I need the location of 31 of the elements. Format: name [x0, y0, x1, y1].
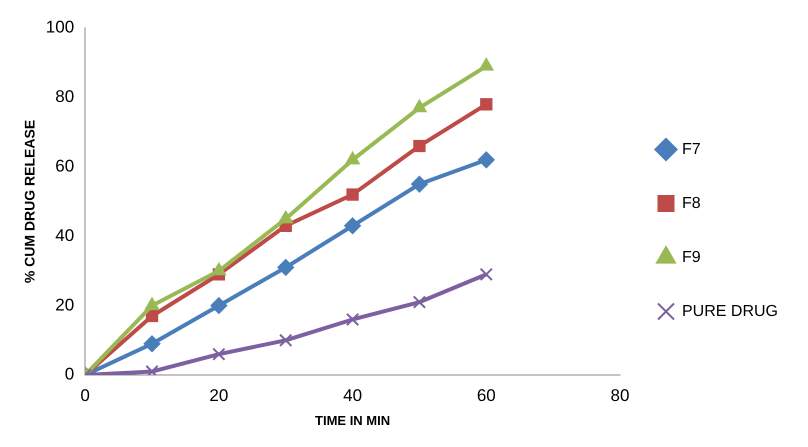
y-tick-label: 0: [64, 364, 74, 384]
point: [413, 140, 426, 152]
y-tick-label: 60: [55, 156, 74, 176]
point: [210, 297, 228, 314]
x-tick-label: 0: [80, 386, 90, 405]
x-tick-label: 80: [610, 386, 630, 405]
legend-label: F8: [682, 194, 701, 212]
point: [410, 176, 428, 193]
point: [279, 334, 292, 347]
point: [478, 151, 495, 168]
y-tick-label: 40: [55, 226, 74, 245]
y-tick-label: 20: [55, 295, 74, 314]
x-tick-label: 20: [209, 386, 228, 405]
y-tick-label: 100: [46, 18, 74, 37]
point: [480, 98, 492, 110]
x-tick-label: 40: [343, 386, 362, 405]
y-axis-title: % CUM DRUG RELEASE: [21, 120, 38, 284]
point: [346, 312, 360, 326]
legend-label: PURE DRUG: [682, 302, 778, 320]
x-tick-label: 60: [476, 386, 496, 405]
point: [412, 295, 426, 309]
point: [144, 335, 161, 352]
point: [344, 217, 362, 234]
point: [346, 188, 359, 201]
point: [212, 348, 226, 361]
point: [480, 268, 493, 282]
legend-label: F9: [682, 248, 701, 266]
legend-label: F7: [682, 140, 701, 158]
y-tick-label: 80: [55, 87, 74, 106]
x-axis-title: TIME IN MIN: [315, 412, 390, 428]
point: [277, 258, 294, 276]
